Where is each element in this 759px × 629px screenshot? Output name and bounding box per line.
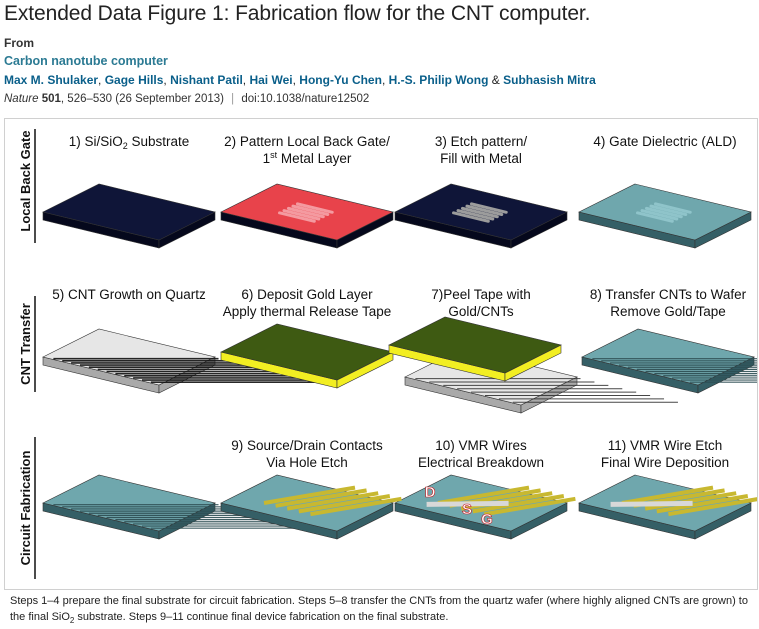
gate-finger bbox=[291, 204, 330, 217]
panel-label-step-10-line-1: 10) VMR Wires bbox=[435, 438, 527, 453]
buried-gate-finger bbox=[640, 209, 679, 221]
author-link[interactable]: Hong-Yu Chen bbox=[299, 73, 382, 87]
fabrication-flow-diagram: Local Back Gate CNT Transfer Circuit Fab… bbox=[18, 129, 757, 579]
author-separator: , bbox=[98, 73, 102, 87]
figure-caption: Steps 1–4 prepare the final substrate fo… bbox=[10, 595, 748, 626]
contact-bar bbox=[437, 485, 530, 505]
panel-label-step-8-line-2: Remove Gold/Tape bbox=[610, 304, 726, 319]
author-separator: , bbox=[242, 73, 247, 87]
substrate-wafer-top bbox=[42, 183, 216, 241]
gate-finger bbox=[295, 202, 334, 214]
author-separator: & bbox=[491, 73, 500, 87]
contact-bar bbox=[263, 485, 356, 505]
wafer-illustrations bbox=[42, 183, 757, 540]
drain-terminal-label: D bbox=[425, 484, 436, 501]
panel-label-step-3-line-2: Fill with Metal bbox=[440, 151, 522, 166]
panel-label-step-5: 5) CNT Growth on Quartz bbox=[52, 287, 206, 302]
gate-finger bbox=[282, 209, 321, 221]
contacts-wafer-top bbox=[220, 474, 394, 532]
from-label: From bbox=[4, 36, 34, 50]
contact-bar bbox=[472, 494, 565, 514]
author-link[interactable]: Hai Wei bbox=[249, 73, 293, 87]
row-label-cnt-transfer: CNT Transfer bbox=[18, 303, 33, 385]
contact-bar bbox=[668, 497, 757, 517]
panel-label-step-9-line-1: 9) Source/Drain Contacts bbox=[231, 438, 383, 453]
author-separator: , bbox=[292, 73, 296, 87]
contact-bar bbox=[656, 494, 749, 514]
panel-label-step-11-line-1: 11) VMR Wire Etch bbox=[608, 438, 723, 453]
panel-label-step-6-line-2: Apply thermal Release Tape bbox=[223, 304, 392, 319]
author-separator: , bbox=[163, 73, 167, 87]
gate-terminal-label: G bbox=[481, 511, 493, 528]
journal-pages: , 526–530 (26 September 2013) bbox=[60, 93, 224, 105]
panel-label-step-8-line-1: 8) Transfer CNTs to Wafer bbox=[590, 287, 747, 302]
metal-fill-finger bbox=[460, 206, 499, 219]
panel-label-step-4: 4) Gate Dielectric (ALD) bbox=[593, 134, 736, 149]
figure-image[interactable]: Local Back Gate CNT Transfer Circuit Fab… bbox=[4, 118, 758, 590]
contact-bar bbox=[286, 491, 379, 511]
peeled-tape-top bbox=[388, 316, 562, 374]
panel-label-step-1: 1) Si/SiO2 Substrate bbox=[69, 134, 190, 151]
gate-finger bbox=[278, 211, 316, 223]
citation-divider: | bbox=[231, 93, 235, 105]
contact-bar bbox=[310, 496, 402, 517]
article-title-link[interactable]: Carbon nanotube computer bbox=[4, 54, 168, 68]
panel-label-step-7-line-2: Gold/CNTs bbox=[448, 304, 514, 319]
panel-label-step-2-line-1: 2) Pattern Local Back Gate/ bbox=[224, 134, 390, 149]
author-link[interactable]: Nishant Patil bbox=[170, 73, 243, 87]
panel-label-step-2-line-2: 1st Metal Layer bbox=[263, 150, 352, 166]
author-link[interactable]: H.-S. Philip Wong bbox=[388, 73, 489, 87]
vmr-wire bbox=[610, 500, 693, 507]
row-label-local-back-gate: Local Back Gate bbox=[18, 130, 33, 231]
panel-label-step-10-line-2: Electrical Breakdown bbox=[418, 455, 544, 470]
author-link[interactable]: Subhasish Mitra bbox=[503, 73, 596, 87]
buried-gate-finger bbox=[649, 204, 688, 217]
journal-volume: 501 bbox=[41, 93, 61, 105]
panel-label-step-11-line-2: Final Wire Deposition bbox=[601, 455, 729, 470]
panel-label-step-6-line-1: 6) Deposit Gold Layer bbox=[241, 287, 373, 302]
buried-gate-finger bbox=[653, 202, 692, 214]
panel-label-step-3-line-1: 3) Etch pattern/ bbox=[435, 134, 528, 149]
author-link[interactable]: Max M. Shulaker bbox=[4, 73, 99, 87]
buried-gate-finger bbox=[636, 211, 674, 223]
contact-bar bbox=[275, 488, 367, 508]
figure-title: Extended Data Figure 1: Fabrication flow… bbox=[4, 2, 591, 25]
author-link[interactable]: Gage Hills bbox=[104, 73, 164, 87]
contact-bar bbox=[484, 496, 576, 517]
metal-fill-finger bbox=[452, 211, 490, 223]
source-terminal-label: S bbox=[462, 501, 472, 518]
panel-label-step-7-line-1: 7)Peel Tape with bbox=[431, 287, 531, 302]
citation: Nature 501, 526–530 (26 September 2013) … bbox=[4, 93, 369, 105]
gate-finger bbox=[286, 206, 325, 219]
buried-gate-finger bbox=[644, 206, 683, 219]
metal-fill-finger bbox=[469, 202, 508, 214]
metal-fill-finger bbox=[456, 209, 495, 221]
row-label-circuit-fabrication: Circuit Fabrication bbox=[18, 451, 33, 566]
contact-bar bbox=[298, 494, 391, 514]
panel-label-step-9-line-2: Via Hole Etch bbox=[266, 455, 348, 470]
terminal-markers: D S G bbox=[424, 484, 493, 529]
journal-name: Nature bbox=[4, 93, 39, 105]
vmr-wire bbox=[426, 500, 509, 507]
contact-bar bbox=[621, 485, 714, 505]
author-separator: , bbox=[381, 73, 386, 87]
author-list: Max M. Shulaker, Gage Hills, Nishant Pat… bbox=[4, 73, 596, 87]
metal-fill-finger bbox=[465, 204, 504, 217]
doi: doi:10.1038/nature12502 bbox=[241, 93, 370, 105]
